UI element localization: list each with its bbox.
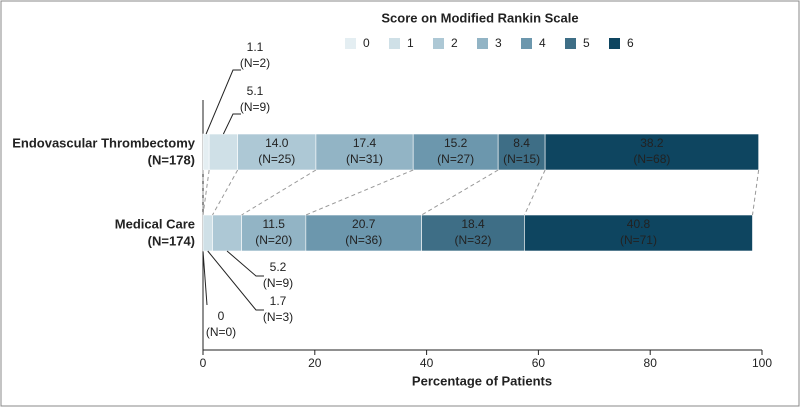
x-axis-label: Percentage of Patients <box>412 373 552 388</box>
connector <box>752 169 760 216</box>
count-label: (N=25) <box>258 152 295 166</box>
category-note: (N=174) <box>148 233 195 248</box>
count-label: (N=31) <box>346 152 383 166</box>
value-label: 40.8 <box>627 217 651 231</box>
value-label: 18.4 <box>461 217 485 231</box>
value-label: 5.1 <box>247 84 264 98</box>
legend-swatch <box>609 38 620 49</box>
bar-segment <box>544 133 759 171</box>
legend-swatch <box>565 38 576 49</box>
connector <box>305 169 414 216</box>
x-tick-label: 80 <box>644 356 658 370</box>
connector <box>241 169 317 216</box>
count-label: (N=71) <box>620 233 657 247</box>
count-label: (N=20) <box>255 233 292 247</box>
connector <box>212 169 239 216</box>
bar-segment <box>208 133 238 171</box>
bar-segment <box>315 133 414 171</box>
value-label: 15.2 <box>444 136 468 150</box>
legend-label: 1 <box>407 36 414 50</box>
legend-label: 3 <box>495 36 502 50</box>
count-label: (N=3) <box>263 310 293 324</box>
bar-segment <box>212 214 242 252</box>
x-tick-label: 100 <box>752 356 772 370</box>
bar-segment <box>305 214 422 252</box>
count-label: (N=9) <box>240 100 270 114</box>
legend-label: 5 <box>583 36 590 50</box>
callout-line <box>207 250 264 311</box>
count-label: (N=27) <box>437 152 474 166</box>
value-label: 20.7 <box>352 217 376 231</box>
count-label: (N=68) <box>633 152 670 166</box>
category-note: (N=178) <box>148 152 195 167</box>
count-label: (N=2) <box>240 56 270 70</box>
category-label: Endovascular Thrombectomy <box>12 135 196 150</box>
callout-line <box>222 113 241 135</box>
legend-swatch <box>477 38 488 49</box>
value-label: 17.4 <box>353 136 377 150</box>
x-tick-label: 20 <box>308 356 322 370</box>
connector <box>523 169 546 216</box>
value-label: 8.4 <box>513 136 530 150</box>
legend-label: 4 <box>539 36 546 50</box>
connector <box>421 169 499 216</box>
value-label: 1.1 <box>247 40 264 54</box>
legend-swatch <box>345 38 356 49</box>
bar-segment <box>202 214 213 252</box>
count-label: (N=15) <box>503 152 540 166</box>
legend-label: 2 <box>451 36 458 50</box>
bar-segment <box>202 133 210 171</box>
category-label: Medical Care <box>115 216 195 231</box>
bar-segment <box>237 133 317 171</box>
count-label: (N=32) <box>454 233 491 247</box>
value-label: 14.0 <box>265 136 289 150</box>
bar-segment <box>524 214 753 252</box>
value-label: 1.7 <box>270 294 287 308</box>
x-tick-label: 60 <box>532 356 546 370</box>
legend-label: 6 <box>627 36 634 50</box>
value-label: 38.2 <box>640 136 664 150</box>
legend-swatch <box>433 38 444 49</box>
connector <box>202 169 210 216</box>
callout-line <box>202 250 208 306</box>
x-tick-label: 0 <box>200 356 207 370</box>
count-label: (N=36) <box>345 233 382 247</box>
callout-line <box>226 250 264 277</box>
count-label: (N=0) <box>206 325 236 339</box>
legend-label: 0 <box>363 36 370 50</box>
value-label: 0 <box>218 309 225 323</box>
legend-swatch <box>389 38 400 49</box>
count-label: (N=9) <box>263 276 293 290</box>
x-tick-label: 40 <box>420 356 434 370</box>
callout-line <box>205 69 241 135</box>
legend-swatch <box>521 38 532 49</box>
bar-segment <box>421 214 525 252</box>
bar-segment <box>241 214 307 252</box>
value-label: 11.5 <box>262 217 285 231</box>
legend-title: Score on Modified Rankin Scale <box>381 10 578 25</box>
value-label: 5.2 <box>270 260 287 274</box>
